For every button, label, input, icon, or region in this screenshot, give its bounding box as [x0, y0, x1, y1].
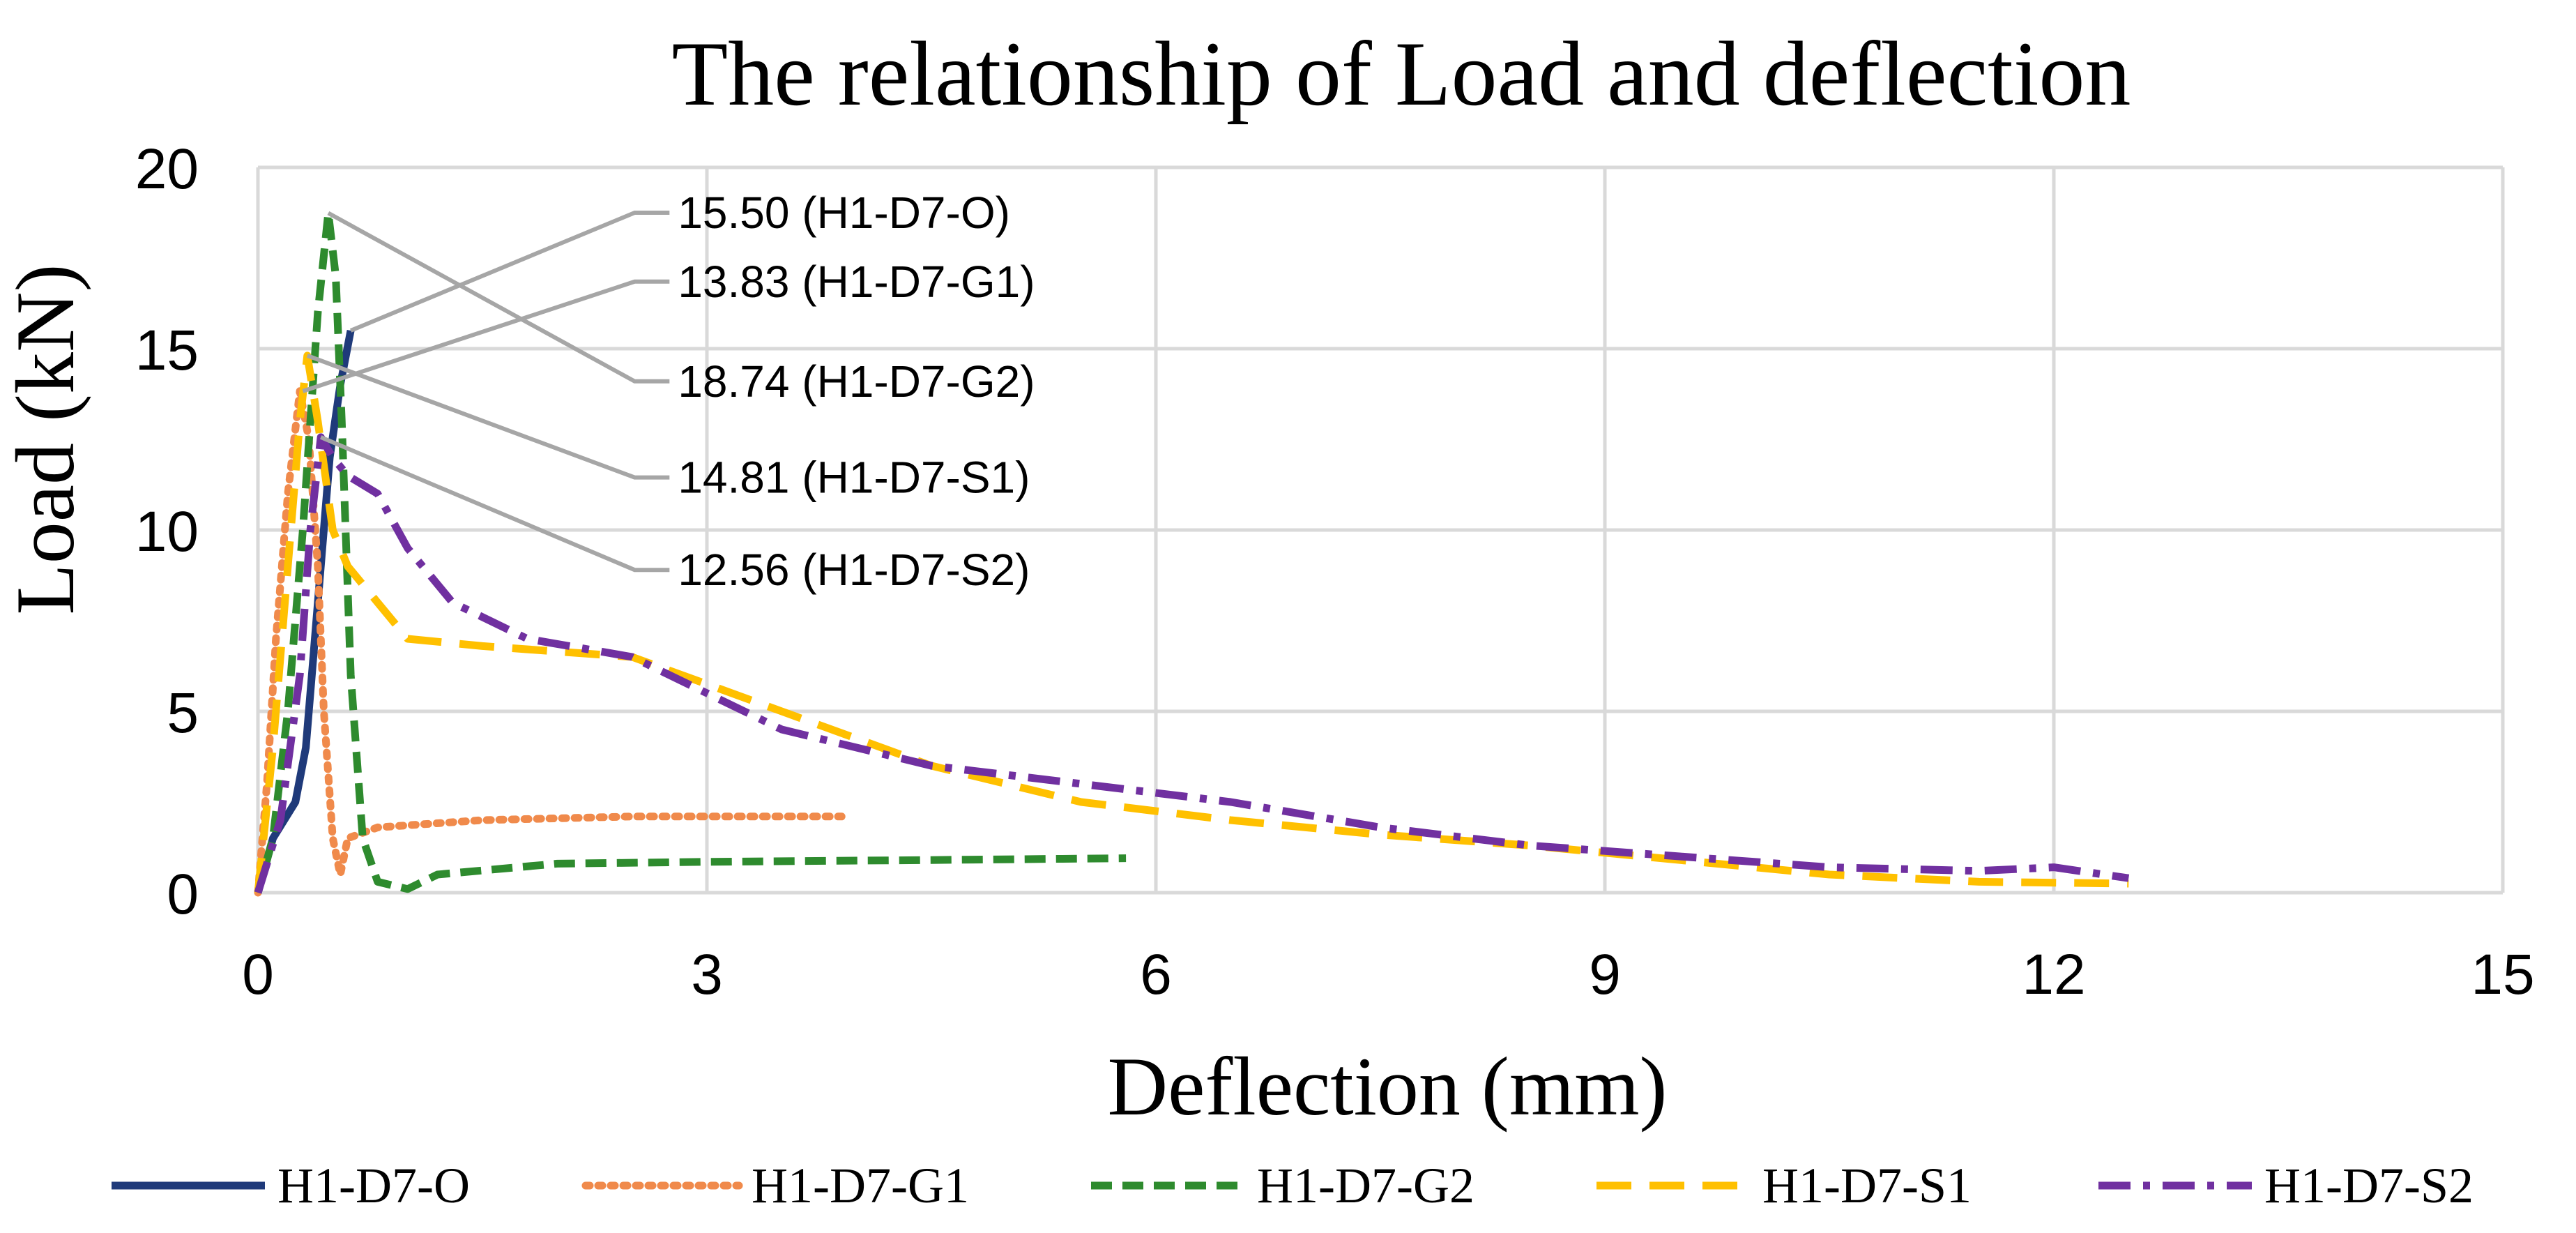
callout-leader-line — [349, 211, 670, 333]
x-tick-label: 6 — [1140, 943, 1172, 1006]
x-tick-label: 0 — [242, 943, 274, 1006]
y-axis-label: Load (kN) — [0, 264, 91, 614]
series-lines — [254, 209, 2130, 897]
y-tick-label: 10 — [135, 500, 199, 563]
x-tick-label: 12 — [2022, 943, 2085, 1006]
callout-leader-line — [306, 354, 670, 480]
legend-label-h1-d7-o: H1-D7-O — [277, 1158, 470, 1213]
callout-leader-line — [302, 279, 670, 393]
grid — [256, 165, 2505, 895]
legend-label-h1-d7-s1: H1-D7-S1 — [1762, 1158, 1972, 1213]
callout-label: 13.83 (H1-D7-G1) — [678, 257, 1035, 307]
x-tick-label: 15 — [2471, 943, 2534, 1006]
series-line-h1-d7-s2 — [254, 433, 2130, 894]
x-tick-label: 9 — [1589, 943, 1621, 1006]
x-tick-label: 3 — [691, 943, 723, 1006]
callout-leader-line — [327, 211, 670, 384]
data-callouts: 15.50 (H1-D7-O) 13.83 (H1-D7-G1) 18.74 (H1… — [302, 188, 1035, 595]
callout-label: 14.81 (H1-D7-S1) — [678, 453, 1030, 503]
y-tick-label: 15 — [135, 319, 199, 382]
y-tick-label: 5 — [167, 681, 199, 745]
series-line-h1-d7-g1 — [254, 387, 846, 897]
legend-label-h1-d7-s2: H1-D7-S2 — [2264, 1158, 2474, 1213]
y-tick-label: 20 — [135, 137, 199, 201]
axis-ticks: 0 3 6 9 12 15 0 5 10 15 20 — [135, 137, 2535, 1006]
callout-label: 18.74 (H1-D7-G2) — [678, 356, 1035, 407]
callout-label: 12.56 (H1-D7-S2) — [678, 545, 1030, 595]
legend-label-h1-d7-g2: H1-D7-G2 — [1257, 1158, 1474, 1213]
y-tick-label: 0 — [167, 863, 199, 926]
callout-label: 15.50 (H1-D7-O) — [678, 188, 1010, 238]
legend: H1-D7-O H1-D7-G1 H1-D7-G2 H1-D7-S1 H1-D7-S2 — [112, 1158, 2474, 1213]
series-line-h1-d7-g2 — [254, 209, 1127, 894]
chart-title: The relationship of Load and deflection — [672, 22, 2131, 125]
legend-label-h1-d7-g1: H1-D7-G1 — [752, 1158, 969, 1213]
x-axis-label: Deflection (mm) — [1107, 1040, 1667, 1133]
callout-leader-line — [319, 435, 670, 573]
